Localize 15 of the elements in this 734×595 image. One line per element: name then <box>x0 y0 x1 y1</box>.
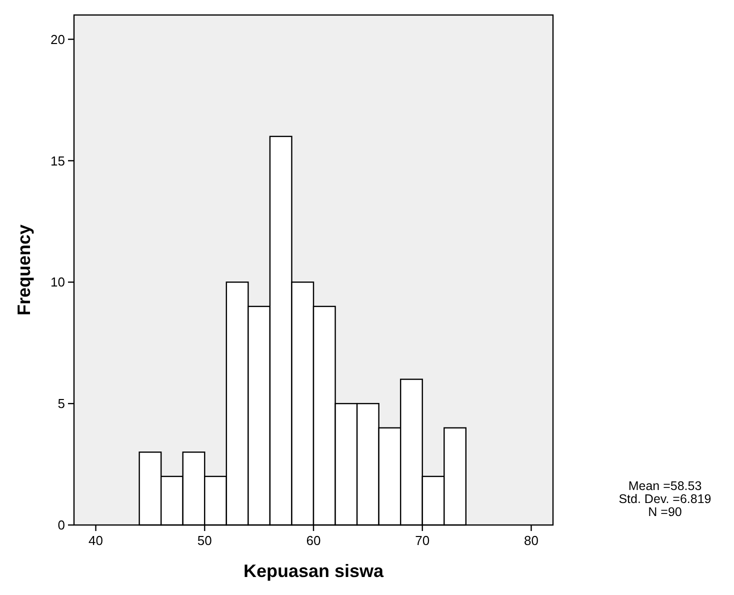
y-tick-label: 20 <box>50 32 65 47</box>
x-tick-label: 40 <box>88 533 104 548</box>
y-tick-label: 10 <box>50 274 65 290</box>
y-axis-title: Frequency <box>14 224 34 316</box>
y-tick-label: 15 <box>50 153 65 168</box>
x-axis-title: Kepuasan siswa <box>243 561 385 581</box>
x-tick-label: 50 <box>197 533 212 548</box>
y-tick-label: 0 <box>58 518 65 533</box>
text: Mean =58.53 <box>628 479 702 493</box>
text: N =90 <box>648 505 682 519</box>
x-tick-label: 80 <box>524 533 538 548</box>
y-tick-label: 5 <box>58 396 65 412</box>
text: Std. Dev. =6.819 <box>618 492 712 506</box>
x-tick-label: 70 <box>415 533 430 548</box>
x-tick-label: 60 <box>306 533 321 548</box>
